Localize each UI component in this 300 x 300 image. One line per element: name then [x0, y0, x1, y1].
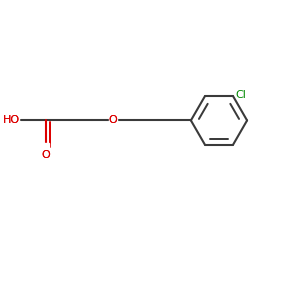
Bar [42, 142, 50, 154]
Text: O: O [109, 115, 118, 125]
Text: Cl: Cl [236, 90, 246, 100]
Text: O: O [41, 150, 50, 160]
Text: HO: HO [3, 116, 20, 125]
Text: O: O [41, 150, 50, 160]
Text: O: O [109, 115, 118, 125]
Bar [110, 115, 117, 126]
Text: HO: HO [3, 116, 20, 125]
